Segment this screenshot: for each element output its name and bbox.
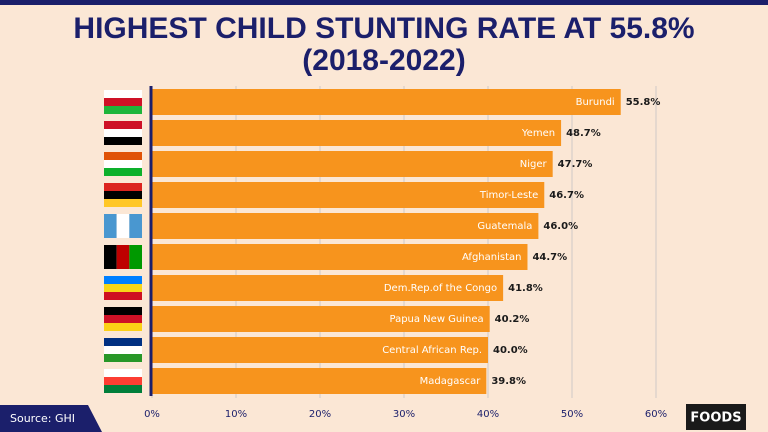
flag-stripe <box>129 245 142 269</box>
flag-stripe <box>104 377 142 385</box>
source: Source: GHI <box>10 412 75 425</box>
flag-stripe <box>104 121 142 129</box>
x-tick-label: 0% <box>144 409 160 420</box>
bar <box>152 337 488 363</box>
category-label: Burundi <box>576 97 615 108</box>
bar <box>152 213 539 239</box>
x-tick-label: 50% <box>561 409 583 420</box>
flag-stripe <box>104 338 142 346</box>
bar <box>152 120 562 146</box>
flags <box>104 90 142 393</box>
flag-stripe <box>104 385 142 393</box>
flag-stripe <box>104 323 142 331</box>
flag-stripe <box>104 245 117 269</box>
flag-stripe <box>116 214 130 238</box>
flag-stripe <box>104 183 142 191</box>
value-label: 48.7% <box>566 128 601 139</box>
value-label: 47.7% <box>558 159 593 170</box>
flag-stripe <box>104 129 142 137</box>
logo-box <box>686 404 746 430</box>
bar <box>152 368 487 394</box>
flag-stripe <box>104 307 142 315</box>
category-label: Niger <box>520 159 548 170</box>
chart-title: HIGHEST CHILD STUNTING RATE AT 55.8% <box>73 12 694 45</box>
x-tick-label: 20% <box>309 409 331 420</box>
value-label: 46.7% <box>549 190 584 201</box>
flag-stripe <box>104 214 117 238</box>
category-label: Afghanistan <box>462 252 522 263</box>
flag-stripe <box>104 168 142 176</box>
bar <box>152 275 504 301</box>
x-tick-label: 60% <box>645 409 667 420</box>
flag-stripe <box>104 354 142 362</box>
flag-stripe <box>104 137 142 145</box>
x-tick-label: 10% <box>225 409 247 420</box>
bar <box>152 182 545 208</box>
flag-stripe <box>104 199 142 207</box>
x-tick-label: 30% <box>393 409 415 420</box>
value-label: 39.8% <box>491 376 526 387</box>
top-band <box>0 0 768 5</box>
flag-stripe <box>104 292 142 300</box>
bar <box>152 151 553 177</box>
flag-stripe <box>129 214 142 238</box>
source-box <box>0 405 102 432</box>
flag-stripe <box>104 152 142 160</box>
flag-stripe <box>104 106 142 114</box>
flag-stripe <box>104 315 142 323</box>
flag-stripe <box>104 369 142 377</box>
bar <box>152 244 528 270</box>
flag-stripe <box>104 276 142 284</box>
x-tick-label: 40% <box>477 409 499 420</box>
value-label: 40.0% <box>493 345 528 356</box>
flag-stripe <box>104 90 142 98</box>
flag-stripe <box>104 346 142 354</box>
value-label: 41.8% <box>508 283 543 294</box>
value-label: 40.2% <box>495 314 530 325</box>
bar <box>152 306 490 332</box>
category-label: Yemen <box>521 128 555 139</box>
category-label: Timor-Leste <box>479 190 538 201</box>
category-label: Central African Rep. <box>382 345 482 356</box>
flag-stripe <box>104 160 142 168</box>
category-label: Dem.Rep.of the Congo <box>384 283 497 294</box>
flag-stripe <box>104 191 142 199</box>
value-label: 44.7% <box>532 252 567 263</box>
logo: FOODS <box>690 411 741 426</box>
chart-subtitle: (2018-2022) <box>302 44 465 77</box>
category-label: Papua New Guinea <box>389 314 483 325</box>
flag-stripe <box>104 284 142 292</box>
value-label: 46.0% <box>543 221 578 232</box>
flag-stripe <box>116 245 130 269</box>
category-label: Madagascar <box>420 376 482 387</box>
value-label: 55.8% <box>626 97 661 108</box>
bars: Burundi 55.8% Yemen 48.7% Niger 47.7% Timor-Le… <box>152 89 660 394</box>
category-label: Guatemala <box>477 221 532 232</box>
flag-stripe <box>104 98 142 106</box>
bar <box>152 89 621 115</box>
